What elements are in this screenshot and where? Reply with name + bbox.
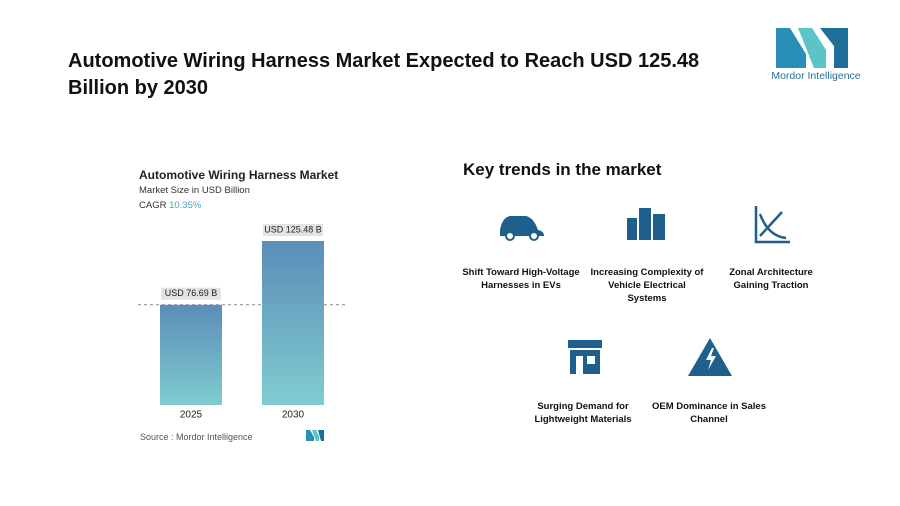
chart-icon <box>754 206 790 244</box>
store-icon <box>568 340 602 374</box>
chart-subtitle: Market Size in USD Billion <box>139 185 250 196</box>
value-label: USD 76.69 B <box>165 288 218 298</box>
value-label: USD 125.48 B <box>264 224 322 234</box>
value-label-box <box>263 224 323 236</box>
trend-label: Zonal Architecture Gaining Traction <box>729 267 813 291</box>
x-tick-label: 2025 <box>180 410 203 421</box>
cagr-label: CAGR <box>139 200 167 211</box>
logo-text: Mordor Intelligence <box>771 70 861 82</box>
cagr-value: 10.35% <box>169 200 202 211</box>
trends-title: Key trends in the market <box>463 160 662 179</box>
cagr: CAGR 10.35% <box>139 200 201 211</box>
buildings-icon <box>627 208 665 240</box>
trend-label: OEM Dominance in Sales Channel <box>651 401 767 425</box>
warning-icon <box>688 338 732 376</box>
x-tick-label: 2030 <box>282 410 305 421</box>
source: Source : Mordor Intelligence <box>140 432 253 442</box>
chart-title: Automotive Wiring Harness Market <box>139 168 339 182</box>
car-icon <box>500 216 544 236</box>
trend-label: Shift Toward High-Voltage Harnesses in E… <box>462 267 580 291</box>
trend-label: Surging Demand for Lightweight Materials <box>534 401 632 425</box>
page-title: Automotive Wiring Harness Market Expecte… <box>68 50 700 99</box>
value-label-box <box>161 287 221 300</box>
logo-mark <box>776 28 848 68</box>
bar <box>160 304 222 405</box>
bar <box>262 241 324 405</box>
trend-label: Increasing Complexity of Vehicle Electri… <box>590 267 704 304</box>
source-logo <box>306 430 324 441</box>
